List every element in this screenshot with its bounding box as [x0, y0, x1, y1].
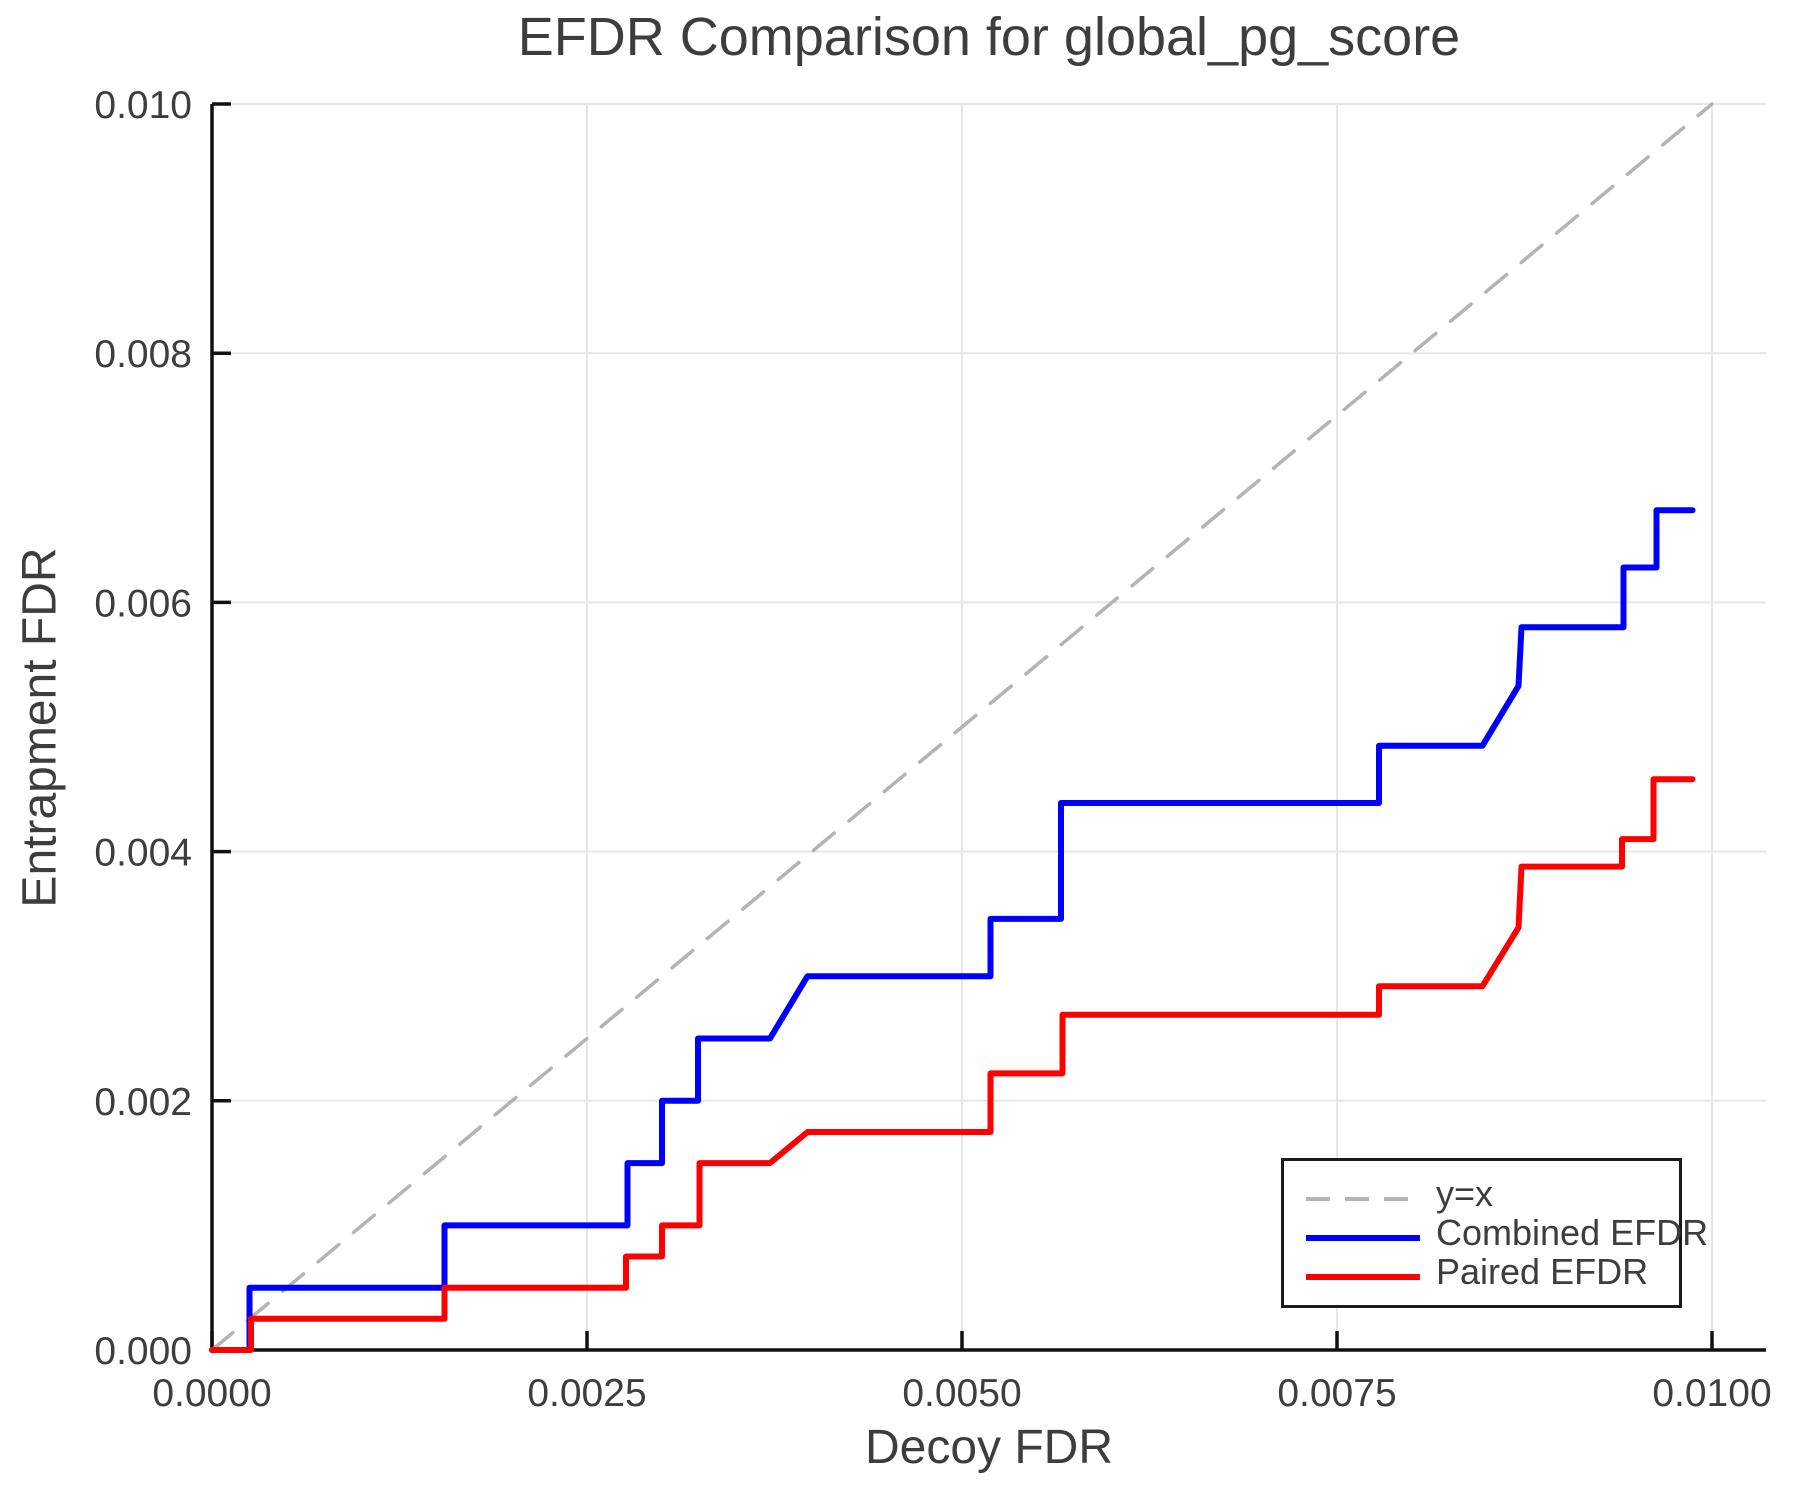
- legend-label-paired-efdr: Paired EFDR: [1436, 1251, 1649, 1292]
- combined-efdr-line-sample: [1304, 1229, 1422, 1241]
- legend-sample-svg: [1306, 1197, 1420, 1201]
- series-line-y-x: [210, 102, 1714, 1352]
- y-tick-label: 0.004: [94, 832, 192, 875]
- x-tick-label: 0.0050: [902, 1372, 1021, 1415]
- y-tick-label: 0.002: [94, 1081, 192, 1124]
- x-tick-label: 0.0100: [1652, 1372, 1771, 1415]
- x-axis-label: Decoy FDR: [864, 1421, 1114, 1474]
- y-tick-label: 0.008: [94, 333, 192, 376]
- legend: y=x Combined EFDR Paired EFDR: [1281, 1158, 1708, 1308]
- legend-item-combined-efdr: Combined EFDR: [1304, 1215, 1708, 1252]
- legend-label-identity: y=x: [1436, 1173, 1494, 1214]
- series-line-combined-efdr: [209, 507, 1696, 1353]
- legend-sample-svg: [1306, 1274, 1420, 1280]
- legend-item-paired-efdr: Paired EFDR: [1304, 1254, 1679, 1291]
- identity-line-sample: [1304, 1190, 1422, 1201]
- paired-efdr-line-sample: [1304, 1268, 1422, 1280]
- x-tick-label: 0.0075: [1277, 1372, 1396, 1415]
- y-tick-label: 0.006: [94, 582, 192, 625]
- legend-item-identity: y=x: [1304, 1176, 1679, 1213]
- legend-sample-svg: [1306, 1235, 1420, 1241]
- legend-label-combined-efdr: Combined EFDR: [1436, 1212, 1709, 1253]
- series-line-paired-efdr: [209, 776, 1696, 1353]
- x-tick-label: 0.0025: [527, 1372, 646, 1415]
- y-tick-label: 0.000: [94, 1330, 192, 1373]
- y-axis-label: Entrapment FDR: [13, 547, 67, 908]
- x-tick-label: 0.0000: [152, 1372, 271, 1415]
- chart-title: EFDR Comparison for global_pg_score: [517, 7, 1461, 67]
- y-tick-label: 0.010: [94, 84, 192, 127]
